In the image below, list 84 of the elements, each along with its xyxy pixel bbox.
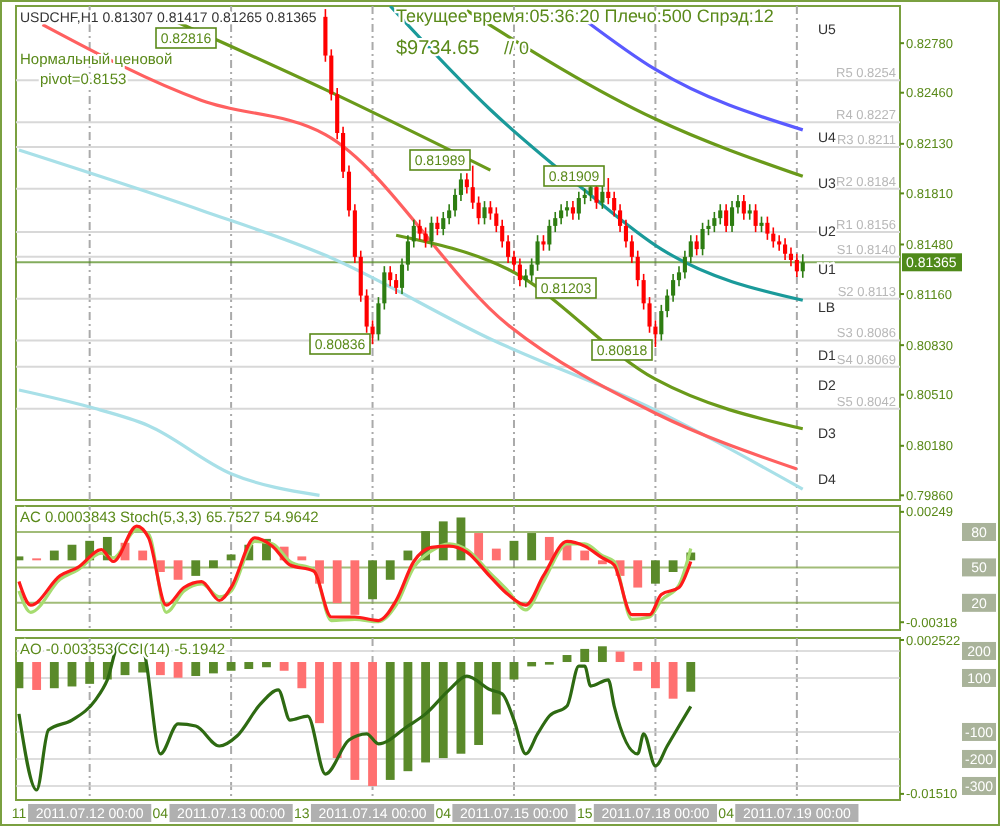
bar — [385, 560, 395, 580]
bar — [403, 550, 413, 561]
candlestick — [712, 211, 717, 233]
bar — [332, 560, 342, 604]
candlestick — [429, 215, 434, 249]
bar — [315, 662, 324, 724]
bar — [85, 662, 95, 684]
bar — [16, 662, 24, 689]
line-series — [17, 148, 805, 491]
candlestick — [747, 203, 752, 221]
bar — [368, 662, 377, 787]
candlestick — [564, 200, 570, 218]
bar — [580, 550, 590, 561]
bar — [209, 560, 218, 569]
bar — [580, 648, 590, 663]
candlestick — [700, 222, 705, 257]
bar — [350, 560, 360, 615]
candlestick — [488, 200, 493, 221]
bar — [173, 560, 183, 580]
candlestick — [724, 203, 729, 233]
candlestick — [777, 234, 782, 252]
candlestick — [417, 218, 422, 241]
candlestick — [559, 203, 564, 226]
bar — [350, 662, 360, 780]
line-series — [17, 642, 693, 792]
candlestick — [570, 200, 575, 221]
bar — [474, 533, 484, 561]
bar — [244, 662, 254, 669]
bar — [651, 560, 660, 584]
bar — [668, 560, 678, 572]
candlestick — [547, 218, 552, 252]
bar — [49, 662, 59, 689]
bar — [562, 655, 572, 663]
bar — [191, 662, 201, 676]
bar — [262, 662, 271, 668]
candlestick — [753, 203, 758, 233]
candlestick — [694, 234, 699, 257]
bar — [651, 662, 660, 689]
bar — [527, 533, 537, 561]
candlestick — [765, 215, 770, 241]
candlestick — [435, 215, 440, 236]
bar — [421, 662, 431, 763]
bar — [332, 662, 342, 759]
candlestick — [783, 237, 788, 261]
bar — [438, 662, 448, 759]
bar — [474, 662, 484, 745]
bar — [32, 662, 42, 690]
candlestick — [800, 253, 805, 279]
candlestick — [741, 194, 746, 221]
bar — [633, 662, 643, 671]
bar — [385, 662, 395, 780]
candlestick — [794, 252, 799, 278]
candlestick — [729, 200, 735, 233]
bar — [368, 560, 377, 600]
candlestick — [576, 191, 581, 221]
bar — [155, 662, 165, 676]
bar — [597, 646, 607, 663]
bar — [686, 662, 696, 692]
line-series — [17, 388, 322, 497]
candlestick — [394, 273, 399, 295]
candlestick — [482, 200, 487, 226]
line-series — [388, 6, 805, 302]
candlestick — [718, 203, 723, 226]
candlestick — [600, 184, 605, 210]
candlestick — [388, 265, 393, 288]
bar — [544, 536, 554, 561]
bar — [491, 662, 501, 715]
candlestick — [517, 257, 522, 288]
bar — [49, 550, 59, 561]
bar — [668, 662, 678, 699]
candlestick — [441, 211, 446, 236]
bar — [191, 560, 201, 576]
bar — [209, 662, 218, 674]
bar — [226, 554, 236, 561]
bar — [138, 550, 148, 561]
bar — [297, 662, 307, 689]
bar — [491, 548, 501, 561]
bar — [120, 662, 130, 676]
bar — [403, 662, 413, 772]
bar — [279, 662, 289, 671]
bar — [633, 560, 643, 588]
bar — [173, 662, 183, 678]
line-series — [394, 233, 805, 431]
bar — [226, 662, 236, 671]
